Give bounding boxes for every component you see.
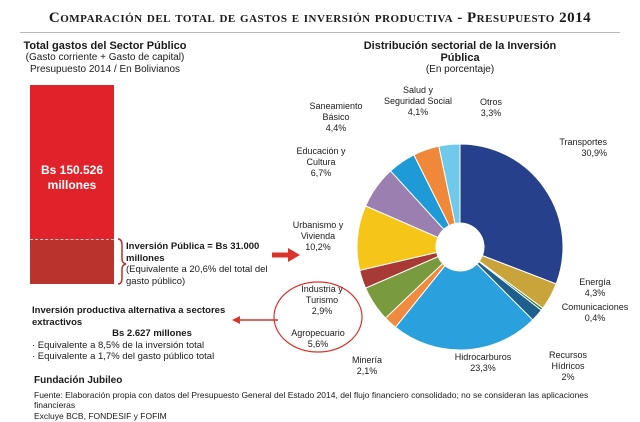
bar-total-label: Bs 150.526 millones (30, 163, 114, 193)
source-line-2: Excluye BCB, FONDESIF y FOFIM (34, 410, 167, 421)
source-block: Fundación Jubileo Fuente: Elaboración pr… (34, 375, 624, 421)
pie-chart (356, 143, 564, 351)
pie-labels: Transportes 30,9% Energía 4,3% Comunicacione… (291, 85, 629, 382)
alternative-investment-amount: Bs 2.627 millones (112, 328, 192, 339)
pie-slice-label: Industria y Turismo 2,9% (301, 284, 343, 316)
pie-slice-label: Minería 2,1% (352, 355, 382, 376)
left-panel-subheading-1: (Gasto corriente + Gasto de capital) (25, 52, 185, 63)
source-organization: Fundación Jubileo (34, 375, 123, 386)
pie-subheading: (En porcentaje) (425, 64, 495, 75)
pie-slice-label: Agropecuario 5,6% (291, 328, 345, 349)
highlight-ellipse (273, 281, 363, 353)
source-line-1: Fuente: Elaboración propia con datos del… (34, 389, 589, 411)
left-panel-heading: Total gastos del Sector Público (23, 40, 187, 52)
alternative-investment-title: Inversión productiva alternativa a secto… (32, 305, 226, 328)
pie-slice-label: Comunicaciones 0,4% (562, 302, 629, 323)
pie-slice-label: Hidrocarburos 23,3% (455, 352, 512, 373)
investment-label: Inversión Pública = Bs 31.000 millones (126, 241, 260, 264)
pie-slice-label: Urbanismo y Vivienda 10,2% (293, 220, 344, 252)
pie-center-hole (436, 223, 484, 271)
bar-public-investment (30, 239, 114, 284)
bar-total-label-line2: millones (47, 178, 97, 192)
bar-total-label-line1: Bs 150.526 (40, 163, 104, 177)
bar-total-spending (30, 85, 114, 239)
investment-annotation: Inversión Pública = Bs 31.000 millones (… (126, 241, 276, 287)
left-panel-subheading-2: Presupuesto 2014 / En Bolivianos (29, 64, 181, 75)
pie-slice-label: Otros 3,3% (480, 97, 503, 118)
pie-slice-label: Recursos Hídricos 2% (549, 350, 588, 382)
title-divider (20, 32, 620, 33)
pie-heading: Distribución sectorial de la Inversión P… (363, 40, 557, 64)
alternative-investment-bullet-2: · Equivalente a 1,7% del gasto público t… (32, 351, 215, 362)
pie-slice-label: Saneamiento Básico 4,4% (309, 101, 362, 133)
chart-title: Comparación del total de gastos e invers… (48, 10, 592, 26)
pie-slice-label: Salud y Seguridad Social 4,1% (384, 85, 452, 117)
pie-header: Distribución sectorial de la Inversión P… (345, 40, 575, 76)
investment-note: (Equivalente a 20,6% del total del gasto… (126, 264, 268, 287)
pie-slice-label: Transportes 30,9% (559, 137, 607, 158)
brace-icon (117, 238, 127, 285)
left-panel-header: Total gastos del Sector Público (Gasto c… (10, 40, 200, 76)
arrow-to-alternative-icon (232, 316, 278, 324)
alternative-investment-block: Inversión productiva alternativa a secto… (32, 305, 272, 363)
pie-slice-label: Educación y Cultura 6,7% (296, 146, 346, 178)
alternative-investment-bullet-1: · Equivalente a 8,5% de la inversión tot… (32, 339, 205, 351)
bar-divider-dashed (30, 239, 114, 240)
pie-slice-label: Energía 4,3% (579, 277, 611, 298)
arrow-to-pie-icon (272, 248, 300, 262)
